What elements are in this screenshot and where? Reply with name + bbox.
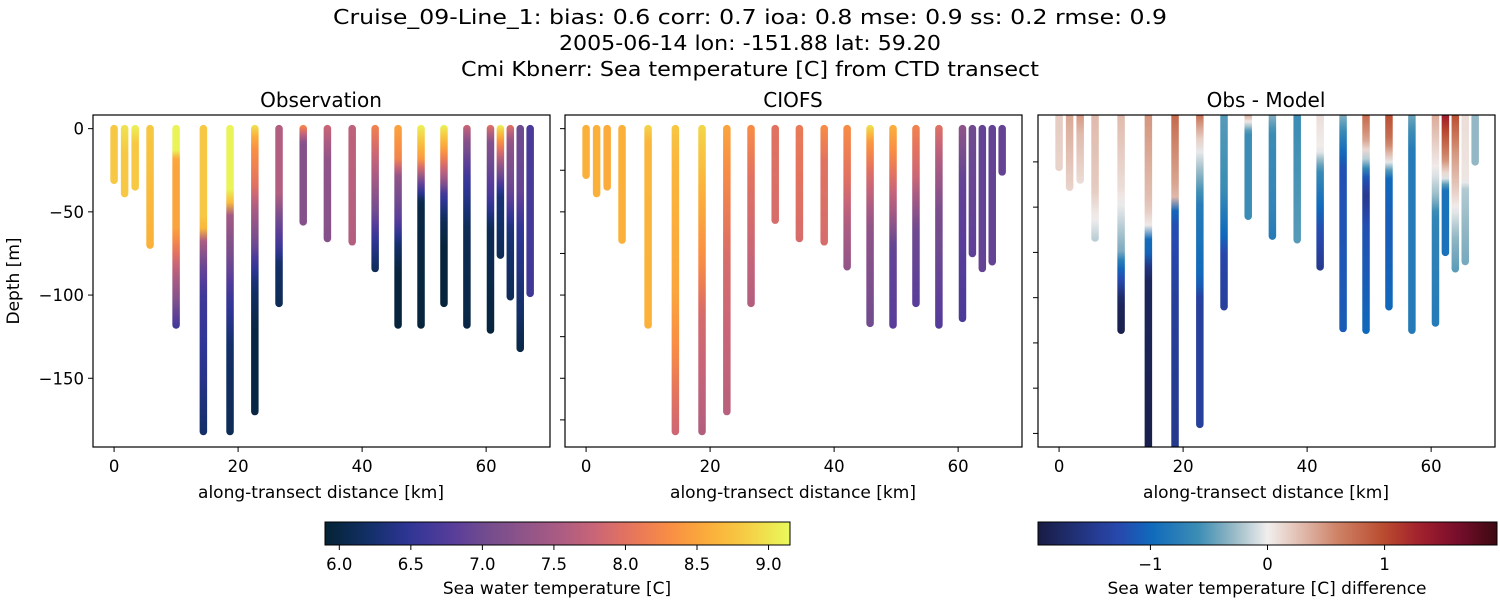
x-tick-label: 20 — [1173, 457, 1194, 476]
colorbar-tick-label: −1 — [1138, 555, 1162, 574]
axes-frame — [564, 114, 1023, 448]
colorbar-gradient — [1037, 521, 1498, 546]
y-axis-label: Depth [m] — [4, 237, 24, 324]
x-tick-label: 40 — [1297, 457, 1318, 476]
y-tick-label: −150 — [39, 369, 84, 388]
colorbar-gradient — [324, 521, 791, 546]
x-axis-label: along-transect distance [km] — [1143, 483, 1389, 503]
difference-colorbar: Sea water temperature [C] difference −1 0… — [1037, 521, 1498, 599]
panel-title: Observation — [260, 88, 382, 112]
x-tick-label: 60 — [948, 457, 969, 476]
figure-title-line-2: 2005-06-14 lon: -151.88 lat: 59.20 — [559, 31, 941, 55]
y-tick-label: −100 — [39, 286, 84, 305]
x-axis-label: along-transect distance [km] — [670, 483, 916, 503]
x-tick-label: 20 — [700, 457, 721, 476]
y-tick-label: −50 — [49, 203, 84, 222]
colorbar-label: Sea water temperature [C] — [443, 579, 671, 599]
observation-panel: Observation along-transect distance [km]… — [4, 88, 551, 503]
x-axis-label: along-transect distance [km] — [198, 483, 444, 503]
x-tick-label: 60 — [476, 457, 497, 476]
figure-title-line-3: Cmi Kbnerr: Sea temperature [C] from CTD… — [461, 57, 1039, 81]
colorbar-tick-label: 0 — [1262, 555, 1273, 574]
colorbar-tick-label: 7.0 — [469, 555, 495, 574]
y-tick-label: 0 — [74, 120, 85, 139]
x-tick-label: 0 — [581, 457, 592, 476]
colorbar-tick-label: 1 — [1379, 555, 1390, 574]
figure-title-line-1: Cruise_09-Line_1: bias: 0.6 corr: 0.7 io… — [333, 5, 1167, 29]
x-tick-label: 20 — [228, 457, 249, 476]
temperature-colorbar: Sea water temperature [C] 6.0 6.5 7.0 7.5 8.… — [324, 521, 791, 599]
colorbar-tick-label: 8.5 — [684, 555, 710, 574]
colorbar-tick-label: 9.0 — [755, 555, 781, 574]
axes-frame — [92, 114, 551, 448]
axes-frame — [1037, 114, 1496, 448]
station-profiles — [110, 124, 534, 436]
colorbar-tick-label: 7.5 — [541, 555, 567, 574]
panel-title: CIOFS — [763, 88, 822, 112]
colorbar-tick-label: 6.0 — [326, 555, 352, 574]
panel-title: Obs - Model — [1207, 88, 1326, 112]
x-tick-label: 40 — [824, 457, 845, 476]
colorbar-tick-label: 8.0 — [612, 555, 638, 574]
obs-minus-model-panel: Obs - Model along-transect distance [km]… — [1033, 88, 1496, 503]
station-profiles — [582, 124, 1006, 436]
colorbar-tick-label: 6.5 — [398, 555, 424, 574]
x-tick-label: 0 — [109, 457, 120, 476]
colorbar-label: Sea water temperature [C] difference — [1107, 579, 1426, 599]
station-profiles — [1055, 115, 1479, 447]
ciofs-panel: CIOFS along-transect distance [km] 0 20 40… — [560, 88, 1023, 503]
x-tick-label: 60 — [1421, 457, 1442, 476]
x-tick-label: 0 — [1054, 457, 1065, 476]
x-tick-label: 40 — [352, 457, 373, 476]
